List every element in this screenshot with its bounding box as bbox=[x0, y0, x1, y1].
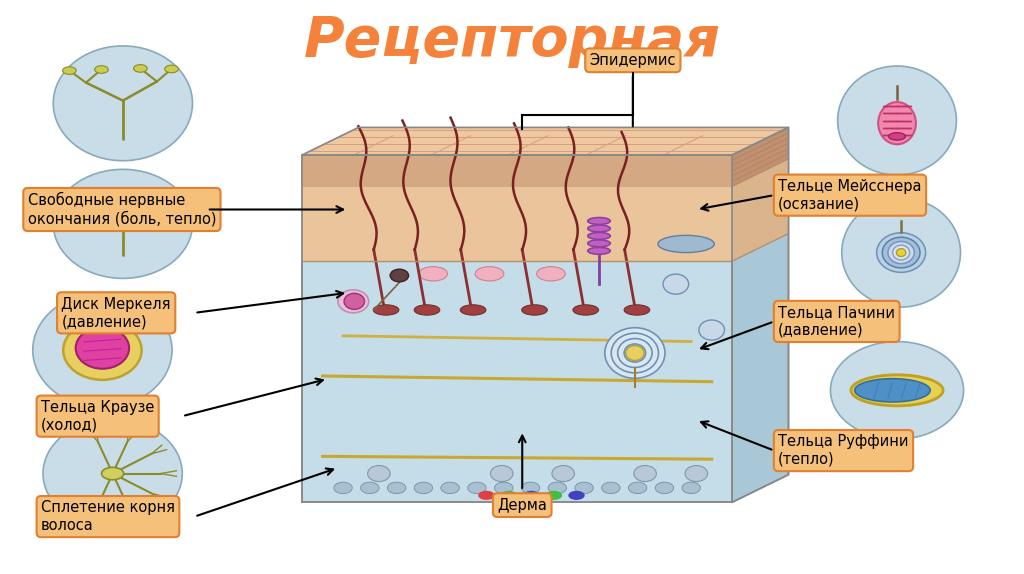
Ellipse shape bbox=[53, 169, 193, 278]
Ellipse shape bbox=[838, 66, 956, 175]
Ellipse shape bbox=[655, 482, 674, 494]
Ellipse shape bbox=[588, 240, 610, 247]
Circle shape bbox=[144, 200, 157, 207]
Ellipse shape bbox=[830, 342, 964, 439]
Ellipse shape bbox=[334, 482, 352, 494]
Text: Тельца Пачини
(давление): Тельца Пачини (давление) bbox=[778, 305, 895, 338]
Ellipse shape bbox=[390, 269, 409, 282]
Polygon shape bbox=[302, 155, 732, 502]
Ellipse shape bbox=[842, 198, 961, 307]
Text: Тельце Мейсснера
(осязание): Тельце Мейсснера (осязание) bbox=[778, 179, 922, 211]
Ellipse shape bbox=[602, 482, 621, 494]
Circle shape bbox=[501, 491, 517, 500]
Ellipse shape bbox=[387, 482, 406, 494]
Ellipse shape bbox=[441, 482, 460, 494]
Ellipse shape bbox=[344, 293, 365, 309]
Text: Тельца Краузе
(холод): Тельца Краузе (холод) bbox=[41, 400, 155, 432]
Ellipse shape bbox=[419, 267, 447, 281]
Circle shape bbox=[546, 491, 562, 500]
Ellipse shape bbox=[33, 293, 172, 408]
Ellipse shape bbox=[588, 247, 610, 254]
Circle shape bbox=[84, 200, 97, 207]
Ellipse shape bbox=[883, 237, 920, 268]
Text: Дерма: Дерма bbox=[498, 498, 547, 513]
Ellipse shape bbox=[522, 305, 547, 315]
Ellipse shape bbox=[548, 482, 566, 494]
Circle shape bbox=[62, 67, 76, 75]
Polygon shape bbox=[302, 155, 732, 187]
Ellipse shape bbox=[896, 249, 906, 257]
Circle shape bbox=[478, 491, 495, 500]
Ellipse shape bbox=[76, 327, 129, 369]
Ellipse shape bbox=[851, 375, 943, 406]
Ellipse shape bbox=[889, 133, 905, 140]
Ellipse shape bbox=[537, 267, 565, 281]
Circle shape bbox=[117, 195, 129, 203]
Ellipse shape bbox=[855, 379, 930, 402]
Ellipse shape bbox=[490, 466, 513, 482]
Ellipse shape bbox=[698, 320, 724, 340]
Text: Рецепторная: Рецепторная bbox=[303, 14, 721, 68]
Ellipse shape bbox=[338, 290, 369, 313]
Polygon shape bbox=[302, 127, 788, 155]
Ellipse shape bbox=[574, 482, 593, 494]
Ellipse shape bbox=[629, 482, 647, 494]
Polygon shape bbox=[732, 127, 788, 261]
Ellipse shape bbox=[625, 305, 649, 315]
Ellipse shape bbox=[360, 482, 379, 494]
Ellipse shape bbox=[626, 346, 644, 360]
Text: Эпидермис: Эпидермис bbox=[590, 53, 676, 68]
Text: Свободные нервные
окончания (боль, тепло): Свободные нервные окончания (боль, тепло… bbox=[28, 192, 216, 227]
Ellipse shape bbox=[414, 305, 440, 315]
Ellipse shape bbox=[573, 305, 598, 315]
Ellipse shape bbox=[468, 482, 486, 494]
Circle shape bbox=[133, 65, 147, 72]
Ellipse shape bbox=[588, 232, 610, 239]
Ellipse shape bbox=[373, 305, 399, 315]
Ellipse shape bbox=[53, 46, 193, 161]
Ellipse shape bbox=[634, 466, 656, 482]
Ellipse shape bbox=[879, 102, 915, 144]
Ellipse shape bbox=[658, 235, 715, 253]
Ellipse shape bbox=[588, 218, 610, 224]
Ellipse shape bbox=[893, 245, 909, 260]
Ellipse shape bbox=[63, 320, 141, 380]
Circle shape bbox=[568, 491, 585, 500]
Ellipse shape bbox=[588, 225, 610, 232]
Text: Сплетение корня
волоса: Сплетение корня волоса bbox=[41, 501, 175, 533]
Circle shape bbox=[101, 467, 124, 480]
Ellipse shape bbox=[521, 482, 540, 494]
Ellipse shape bbox=[414, 482, 432, 494]
Text: Тельца Руффини
(тепло): Тельца Руффини (тепло) bbox=[778, 435, 908, 467]
Ellipse shape bbox=[461, 305, 486, 315]
Polygon shape bbox=[302, 155, 732, 261]
Ellipse shape bbox=[552, 466, 574, 482]
Polygon shape bbox=[732, 127, 788, 187]
Ellipse shape bbox=[475, 267, 504, 281]
Ellipse shape bbox=[368, 466, 390, 482]
Ellipse shape bbox=[605, 328, 665, 378]
Circle shape bbox=[523, 491, 540, 500]
Circle shape bbox=[100, 189, 113, 196]
Ellipse shape bbox=[888, 242, 914, 263]
Polygon shape bbox=[732, 127, 788, 502]
Ellipse shape bbox=[495, 482, 513, 494]
Circle shape bbox=[94, 65, 109, 73]
Ellipse shape bbox=[877, 232, 926, 272]
Ellipse shape bbox=[664, 274, 688, 294]
Ellipse shape bbox=[682, 482, 700, 494]
Circle shape bbox=[165, 65, 178, 73]
Circle shape bbox=[130, 189, 143, 196]
Ellipse shape bbox=[685, 466, 708, 482]
Ellipse shape bbox=[43, 419, 182, 528]
Text: Диск Меркеля
(давление): Диск Меркеля (давление) bbox=[61, 297, 171, 329]
